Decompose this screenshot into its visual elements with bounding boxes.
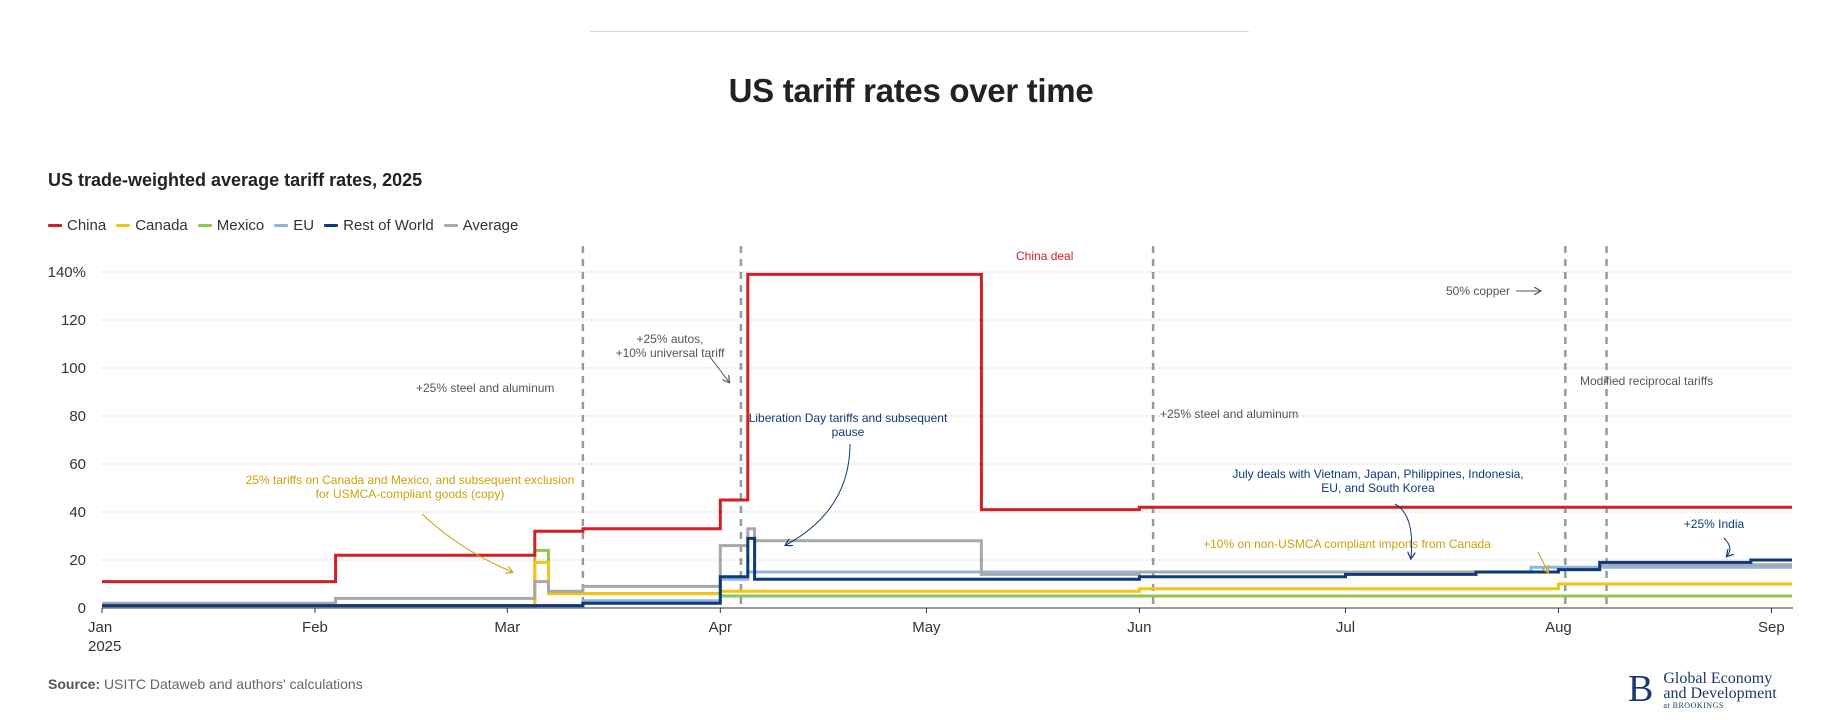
y-tick-label: 100 (61, 360, 86, 377)
y-tick-label: 80 (69, 408, 86, 425)
source-label: Source: (48, 676, 101, 692)
series-line-china (102, 272, 1792, 584)
arrow-canada10 (1537, 551, 1548, 572)
y-tick-label: 40 (69, 504, 86, 521)
x-tick-label: Jun (1127, 619, 1151, 636)
x-tick-label: Sep (1758, 619, 1785, 636)
legend-item-eu[interactable]: EU (274, 217, 314, 234)
annotation-line: +10% universal tariff (616, 346, 726, 360)
event-lines (581, 246, 1608, 608)
y-tick-label: 60 (69, 456, 86, 473)
arrow-july (1394, 503, 1412, 558)
page-title: US tariff rates over time (728, 72, 1094, 109)
legend-label-mexico: Mexico (216, 217, 265, 234)
legend-label-eu: EU (293, 217, 315, 234)
annotation-usmca: 25% tariffs on Canada and Mexico, and su… (246, 473, 575, 501)
annotation-autos: +25% autos, +10% universal tariff (616, 332, 726, 360)
legend-label-average: Average (462, 217, 519, 234)
series-line-rest-of-world (102, 536, 1792, 608)
logo-line-2: and Development (1663, 685, 1777, 702)
legend-item-china[interactable]: China (48, 217, 106, 234)
source-note: Source: USITC Dataweb and authors' calcu… (48, 676, 363, 692)
x-tick-label: Apr (709, 619, 732, 636)
series-lines (102, 272, 1792, 608)
legend-swatch-china (48, 224, 62, 227)
legend-swatch-eu (274, 224, 289, 227)
legend-item-average[interactable]: Average (443, 217, 519, 234)
annotation-line: +25% India (1684, 517, 1745, 531)
y-tick-label: 20 (69, 552, 86, 569)
legend-label-china: China (67, 217, 107, 234)
annotation-line: EU, and South Korea (1321, 481, 1435, 495)
legend-swatch-average (443, 224, 458, 227)
brookings-logo[interactable]: B Global Economy and Development at BROO… (1628, 668, 1777, 711)
annotation-line: +25% steel and aluminum (416, 381, 554, 395)
annotation-line: +25% autos, (636, 332, 703, 346)
y-tick-label: 0 (78, 600, 86, 617)
annotation-line: Liberation Day tariffs and subsequent (749, 411, 948, 425)
x-tick-label: Jan (88, 619, 112, 636)
top-divider (590, 31, 1249, 32)
arrow-india (1723, 537, 1730, 556)
legend-swatch-rest-of-world (324, 224, 339, 227)
arrow-usmca (421, 513, 512, 572)
x-tick-label: May (912, 619, 941, 636)
legend-item-canada[interactable]: Canada (116, 217, 188, 234)
x-tick-sublabel: 2025 (88, 638, 121, 655)
legend-item-rest-of-world[interactable]: Rest of World (324, 217, 434, 234)
logo-line-1: Global Economy (1663, 670, 1773, 687)
arrow-autos (709, 356, 729, 382)
x-tick-label: Mar (494, 619, 520, 636)
legend-item-mexico[interactable]: Mexico (197, 217, 265, 234)
x-tick-label: Jul (1336, 619, 1355, 636)
annotation-line: for USMCA-compliant goods (copy) (316, 487, 505, 501)
annotation-copper: 50% copper (1446, 284, 1510, 298)
annotation-liberation: Liberation Day tariffs and subsequent pau… (749, 411, 948, 439)
annotation-reciprocal: Modified reciprocal tariffs (1580, 374, 1713, 388)
annotations: China deal +25% steel and aluminum +25% au… (246, 249, 1745, 572)
x-tick-label: Feb (302, 619, 328, 636)
annotation-china_deal: China deal (1016, 249, 1073, 263)
legend-swatch-mexico (197, 224, 212, 227)
legend: China Canada Mexico EU Rest of World Ave… (48, 217, 528, 234)
legend-label-canada: Canada (135, 217, 188, 234)
annotation-line: +10% on non-USMCA compliant imports from… (1203, 537, 1491, 551)
annotation-steel1: +25% steel and aluminum (416, 381, 554, 395)
annotation-line: pause (832, 425, 865, 439)
annotation-steel2: +25% steel and aluminum (1160, 407, 1298, 421)
logo-text: Global Economy and Development at BROOKI… (1663, 671, 1776, 711)
logo-mark: B (1628, 668, 1654, 710)
legend-label-rest-of-world: Rest of World (343, 217, 434, 234)
annotation-line: 25% tariffs on Canada and Mexico, and su… (246, 473, 575, 487)
source-text: USITC Dataweb and authors' calculations (104, 676, 363, 692)
annotation-line: +25% steel and aluminum (1160, 407, 1298, 421)
annotation-line: Modified reciprocal tariffs (1580, 374, 1713, 388)
legend-swatch-canada (116, 224, 131, 227)
y-tick-label: 120 (61, 312, 86, 329)
arrow-liberation (786, 443, 851, 545)
y-tick-label: 140% (48, 264, 86, 281)
gridlines (102, 271, 1793, 561)
annotation-line: China deal (1016, 249, 1073, 263)
annotation-line: 50% copper (1446, 284, 1510, 298)
annotation-canada10: +10% on non-USMCA compliant imports from… (1203, 537, 1491, 551)
logo-line-3: at BROOKINGS (1663, 701, 1724, 710)
chart-title: US trade-weighted average tariff rates, … (48, 170, 423, 190)
annotation-india: +25% India (1684, 517, 1745, 531)
axes: 0 20 40 60 80 100 120 140% Jan 2025 Feb Mar Apr May Ju… (48, 264, 1793, 655)
annotation-line: July deals with Vietnam, Japan, Philippi… (1232, 467, 1523, 481)
x-tick-label: Aug (1545, 619, 1572, 636)
annotation-july: July deals with Vietnam, Japan, Philippi… (1232, 467, 1523, 495)
